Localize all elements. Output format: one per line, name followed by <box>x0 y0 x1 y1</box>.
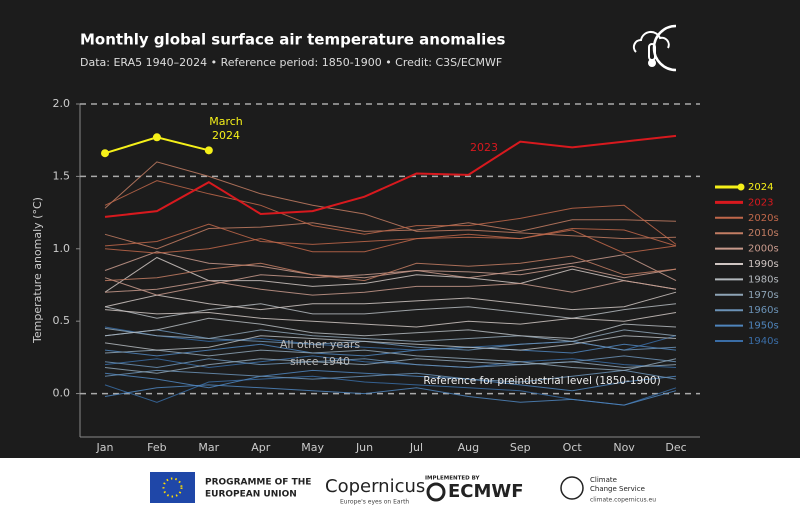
decade-line <box>104 251 677 282</box>
c3s-footer-logo <box>560 476 584 500</box>
decade-line <box>104 317 677 340</box>
decade-line <box>104 255 677 282</box>
legend: 2024 2023 2020s 2010s 2000s 1990s 1980s 1970s 19… <box>715 182 779 347</box>
eu-stars <box>162 477 183 498</box>
x-tick-label: Jan <box>96 441 114 454</box>
footer: PROGRAMME OF THE EUROPEAN UNION Copernic… <box>150 472 656 506</box>
chart-subtitle: Data: ERA5 1940–2024 • Reference period:… <box>80 56 502 69</box>
chart-background <box>0 0 800 458</box>
legend-swatch <box>737 183 745 191</box>
decade-line <box>104 335 677 351</box>
footer-text: Change Service <box>590 485 645 493</box>
chart-title: Monthly global surface air temperature a… <box>80 31 505 49</box>
x-tick-label: Mar <box>198 441 219 454</box>
footer-text: Europe's eyes on Earth <box>340 499 409 506</box>
decade-line <box>104 309 677 328</box>
footer-text: PROGRAMME OF THE <box>205 478 311 488</box>
series-marker <box>152 133 161 142</box>
x-tick-label: Oct <box>563 441 583 454</box>
decade-line <box>104 223 677 254</box>
c3s-logo <box>632 24 677 72</box>
annotation: since 1940 <box>290 355 350 368</box>
plot-area: 0.0 0.5 1.0 1.5 2.0 Jan Feb Mar Apr May Jun Jul Aug S… <box>53 97 700 454</box>
decade-line <box>104 384 677 406</box>
eu-flag <box>150 472 195 503</box>
legend-label: 2020s <box>748 213 779 224</box>
ecmwf-logo <box>426 482 446 502</box>
decade-line <box>104 303 677 319</box>
legend-label: 1990s <box>748 259 779 270</box>
decade-line <box>104 265 677 296</box>
legend-label: 1980s <box>748 274 779 285</box>
footer-text: climate.copernicus.eu <box>590 497 656 504</box>
x-tick-label: Feb <box>147 441 166 454</box>
annotation: March <box>209 115 243 128</box>
footer-text: IMPLEMENTED BY <box>425 476 481 482</box>
x-tick-label: Aug <box>458 441 479 454</box>
decade-line <box>104 256 677 293</box>
decade-line <box>104 358 677 374</box>
x-tick-label: Jul <box>409 441 423 454</box>
x-tick-label: May <box>301 441 324 454</box>
footer-text: ECMWF <box>448 481 524 502</box>
decade-line <box>104 161 677 240</box>
legend-label: 2010s <box>748 228 779 239</box>
decade-line <box>104 349 677 371</box>
series-line <box>104 134 677 218</box>
x-tick-label: Apr <box>251 441 271 454</box>
legend-label: 2024 <box>748 182 773 193</box>
decade-line <box>104 327 677 342</box>
decade-line <box>104 291 677 311</box>
decade-line <box>104 219 677 250</box>
legend-label: 2000s <box>748 244 779 255</box>
y-tick-label: 0.0 <box>53 387 71 400</box>
series-marker <box>204 146 213 155</box>
series-marker <box>101 149 109 158</box>
annotation: Reference for preindustrial level (1850-… <box>423 375 660 387</box>
x-tick-label: Jun <box>355 441 373 454</box>
legend-label: 1950s <box>748 321 779 332</box>
footer-text: EUROPEAN UNION <box>205 490 297 500</box>
legend-label: 1940s <box>748 336 779 347</box>
annotation: All other years <box>280 338 360 351</box>
annotation: 2023 <box>470 141 498 154</box>
decade-line <box>104 280 677 296</box>
decade-line <box>104 180 677 245</box>
x-tick-label: Sep <box>510 441 531 454</box>
footer-text: Climate <box>590 476 617 484</box>
y-axis-title: Temperature anomaly (°C) <box>31 197 44 344</box>
y-tick-label: 1.0 <box>53 242 71 255</box>
decade-line <box>104 227 677 254</box>
annotation: 2024 <box>212 129 240 142</box>
legend-label: 2023 <box>748 197 773 208</box>
y-tick-label: 0.5 <box>53 314 71 327</box>
footer-text: Copernicus <box>325 476 425 497</box>
legend-label: 1960s <box>748 305 779 316</box>
y-tick-label: 2.0 <box>53 97 71 110</box>
y-tick-label: 1.5 <box>53 169 71 182</box>
x-tick-label: Dec <box>665 441 686 454</box>
decade-line <box>104 369 677 383</box>
legend-label: 1970s <box>748 290 779 301</box>
x-tick-label: Nov <box>613 441 635 454</box>
